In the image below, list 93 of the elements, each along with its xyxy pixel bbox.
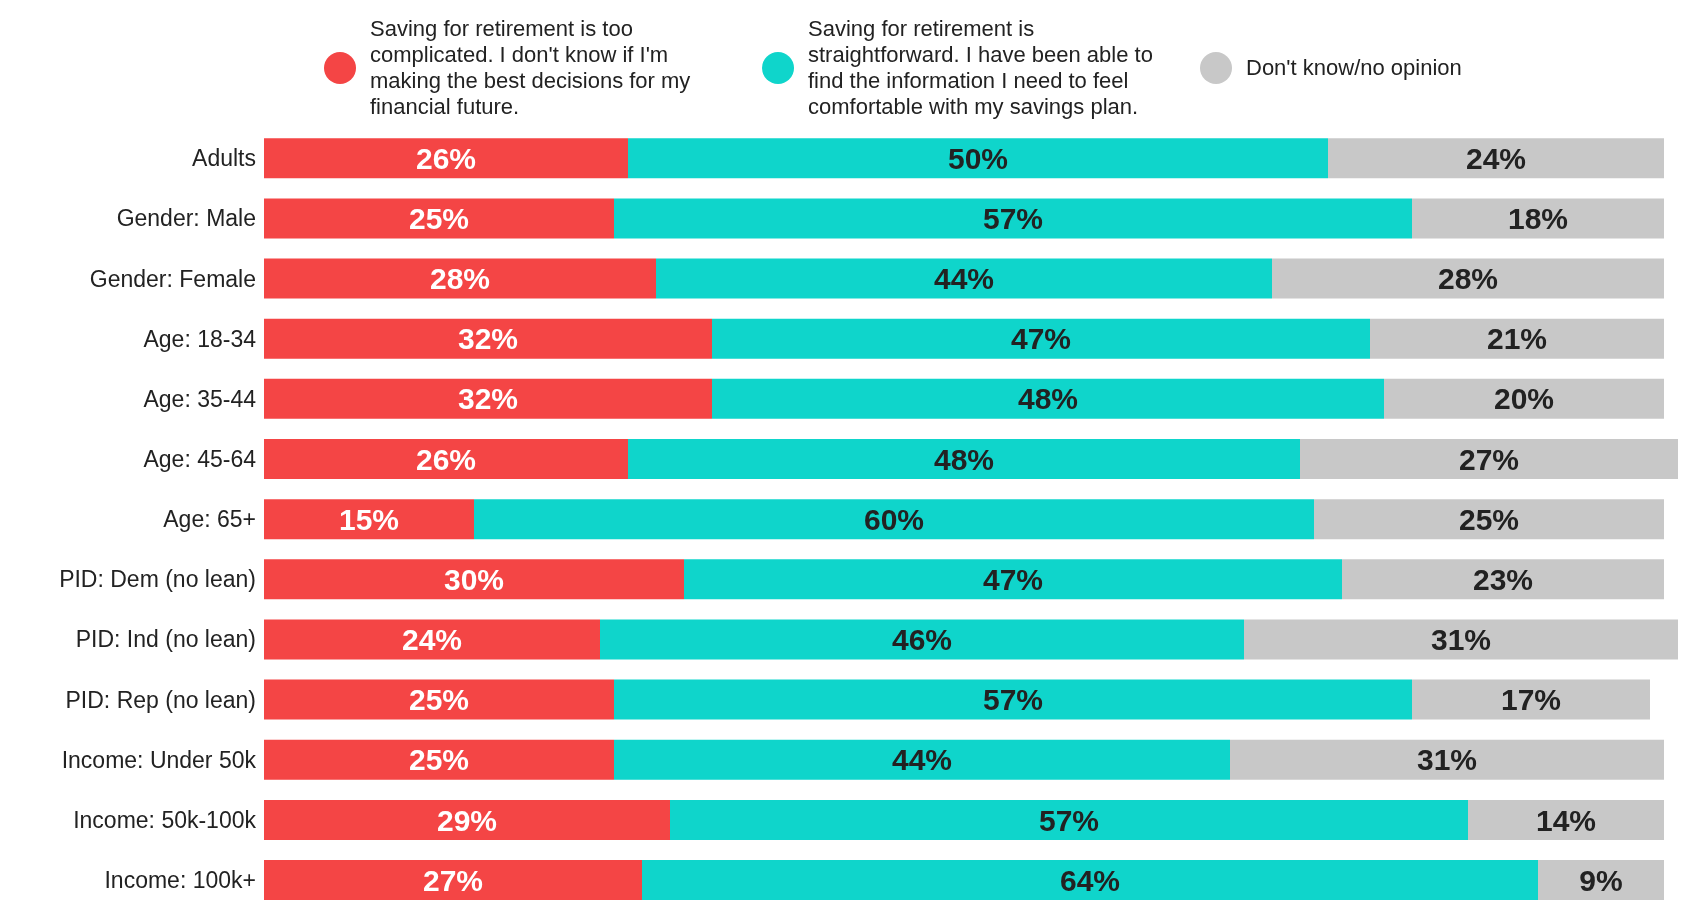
- bar: [1328, 138, 1664, 179]
- bar: [670, 799, 1468, 840]
- bar: [1314, 499, 1664, 540]
- data-label: 57%: [1038, 803, 1100, 837]
- data-label: 30%: [443, 562, 505, 596]
- data-label: 20%: [1493, 382, 1555, 416]
- y-tick-label: Age: 45-64: [143, 446, 257, 473]
- y-tick-label: Income: Under 50k: [61, 746, 257, 773]
- bar: [642, 860, 1538, 901]
- bar: [1230, 739, 1664, 780]
- data-label: 25%: [1458, 502, 1520, 536]
- bar: [264, 318, 712, 359]
- bar: [1370, 318, 1664, 359]
- data-label: 21%: [1486, 322, 1548, 356]
- data-label: 47%: [1010, 322, 1072, 356]
- data-label: 57%: [982, 202, 1044, 236]
- bar: [264, 198, 614, 239]
- bar: [1244, 619, 1678, 660]
- y-tick-label: PID: Rep (no lean): [65, 686, 256, 713]
- data-label: 14%: [1535, 803, 1597, 837]
- bar: [264, 559, 684, 600]
- bar: [1468, 799, 1664, 840]
- data-label: 60%: [863, 502, 925, 536]
- bar: [264, 739, 614, 780]
- data-label: 25%: [408, 202, 470, 236]
- data-label: 26%: [415, 141, 477, 175]
- bar: [264, 679, 614, 720]
- bar: [614, 739, 1230, 780]
- bar: [614, 198, 1412, 239]
- legend-label: Saving for retirement is straightforward. I have been able to find the information I need to feel comfortable with my savings plan.: [808, 16, 1154, 120]
- data-label: 24%: [1465, 141, 1527, 175]
- data-label: 29%: [436, 803, 498, 837]
- y-tick-label: Income: 50k-100k: [73, 806, 257, 833]
- bar: [264, 258, 656, 299]
- data-label: 44%: [933, 262, 995, 296]
- y-tick-label: Age: 18-34: [143, 325, 257, 352]
- data-label: 15%: [338, 502, 400, 536]
- bar: [712, 318, 1370, 359]
- data-label: 28%: [429, 262, 491, 296]
- data-label: 47%: [982, 562, 1044, 596]
- data-label: 26%: [415, 442, 477, 476]
- y-tick-label: Adults: [192, 145, 256, 172]
- data-label: 25%: [408, 743, 470, 777]
- data-label: 31%: [1416, 743, 1478, 777]
- bar: [656, 258, 1272, 299]
- data-label: 57%: [982, 683, 1044, 717]
- data-label: 46%: [891, 623, 953, 657]
- bar: [684, 559, 1342, 600]
- data-label: 32%: [457, 322, 519, 356]
- bar: [628, 439, 1300, 479]
- y-tick-label: Gender: Female: [89, 265, 256, 292]
- y-tick-label: Age: 65+: [163, 506, 256, 533]
- bar: [264, 138, 628, 179]
- data-label: 25%: [408, 683, 470, 717]
- bar: [264, 499, 474, 540]
- bar: [264, 860, 642, 901]
- data-label: 27%: [1458, 442, 1520, 476]
- data-label: 18%: [1507, 202, 1569, 236]
- bar: [600, 619, 1244, 660]
- bar: [264, 439, 628, 479]
- data-label: 48%: [1017, 382, 1079, 416]
- y-tick-label: Age: 35-44: [143, 385, 257, 412]
- data-label: 23%: [1472, 562, 1534, 596]
- bar: [1300, 439, 1678, 479]
- legend-label: Saving for retirement is too complicated. I don't know if I'm making the best decisions for my financial future.: [370, 16, 692, 120]
- bar: [264, 619, 600, 660]
- bar: [1412, 198, 1664, 239]
- bar: [264, 378, 712, 419]
- data-label: 9%: [1579, 863, 1623, 897]
- bar: [1272, 258, 1664, 299]
- bar: [1342, 559, 1664, 600]
- bar: [712, 378, 1384, 419]
- y-tick-label: Gender: Male: [116, 205, 256, 232]
- data-label: 27%: [422, 863, 484, 897]
- data-label: 50%: [947, 141, 1009, 175]
- data-label: 17%: [1500, 683, 1562, 717]
- bar: [628, 138, 1328, 179]
- bar: [1384, 378, 1664, 419]
- data-label: 32%: [457, 382, 519, 416]
- data-label: 48%: [933, 442, 995, 476]
- data-label: 24%: [401, 623, 463, 657]
- y-tick-label: PID: Dem (no lean): [59, 566, 256, 593]
- bar: [1412, 679, 1650, 720]
- bar: [264, 799, 670, 840]
- data-label: 64%: [1059, 863, 1121, 897]
- data-label: 44%: [891, 743, 953, 777]
- legend-label: Don't know/no opinion: [1246, 55, 1462, 81]
- bar: [614, 679, 1412, 720]
- bar: [474, 499, 1314, 540]
- y-tick-label: PID: Ind (no lean): [75, 626, 256, 653]
- y-tick-label: Income: 100k+: [104, 867, 256, 894]
- data-label: 31%: [1430, 623, 1492, 657]
- data-label: 28%: [1437, 262, 1499, 296]
